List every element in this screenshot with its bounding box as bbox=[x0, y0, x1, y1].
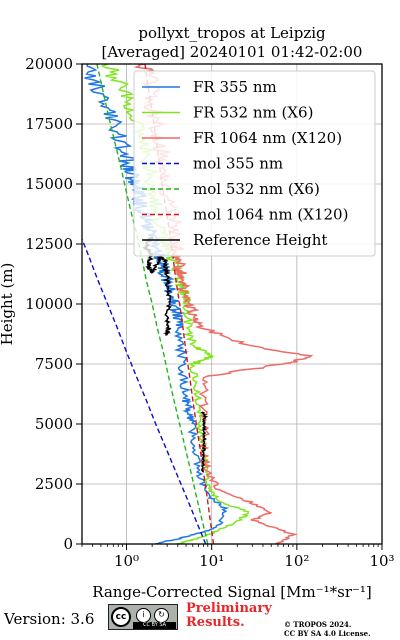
preliminary-line1: Preliminary bbox=[186, 601, 272, 616]
copyright-line2: CC BY SA 4.0 License. bbox=[284, 629, 371, 638]
cc-icon: cc bbox=[111, 607, 131, 627]
by-icon: i bbox=[136, 608, 151, 623]
y-tick-label: 5000 bbox=[35, 415, 73, 433]
legend-entry: FR 532 nm (X6) bbox=[193, 104, 313, 122]
legend-entry: mol 532 nm (X6) bbox=[193, 180, 320, 198]
x-tick-label: 10¹ bbox=[199, 552, 224, 570]
legend-entry: mol 1064 nm (X120) bbox=[193, 206, 348, 224]
x-axis-label: Range-Corrected Signal [Mm⁻¹*sr⁻¹] bbox=[92, 583, 372, 600]
series-mol-355-nm bbox=[82, 238, 207, 544]
copyright-line1: © TROPOS 2024. bbox=[284, 620, 352, 629]
lidar-chart: pollyxt_tropos at Leipzig [Averaged] 202… bbox=[0, 24, 395, 600]
copyright-notice: © TROPOS 2024. CC BY SA 4.0 License. bbox=[284, 620, 371, 638]
chart-title: pollyxt_tropos at Leipzig bbox=[138, 24, 326, 42]
y-tick-label: 2500 bbox=[35, 475, 73, 493]
series-reference-height-segment bbox=[200, 411, 209, 473]
series-mol-532-nm-x6 bbox=[96, 64, 209, 544]
y-tick-label: 0 bbox=[63, 535, 73, 553]
y-tick-label: 15000 bbox=[25, 175, 73, 193]
series-fr-355-nm bbox=[84, 64, 230, 544]
legend-entry: FR 1064 nm (X120) bbox=[193, 129, 342, 147]
legend-entry: FR 355 nm bbox=[193, 78, 277, 96]
cc-badge-label: CC BY SA bbox=[133, 622, 176, 629]
cc-license-badge: cc i ↻ CC BY SA bbox=[108, 604, 178, 630]
legend-box bbox=[133, 70, 376, 257]
y-axis-label: Height (m) bbox=[0, 263, 16, 346]
x-tick-label: 10⁰ bbox=[114, 552, 139, 570]
y-tick-label: 17500 bbox=[25, 115, 73, 133]
preliminary-notice: Preliminary Results. bbox=[186, 602, 272, 630]
x-tick-label: 10² bbox=[284, 552, 309, 570]
sa-icon: ↻ bbox=[154, 608, 169, 623]
chart-subtitle: [Averaged] 20240101 01:42-02:00 bbox=[102, 43, 363, 61]
version-label: Version: 3.6 bbox=[4, 610, 95, 628]
y-tick-label: 10000 bbox=[25, 295, 73, 313]
legend-entry: Reference Height bbox=[193, 231, 327, 249]
ticks: 10⁰ 10¹ 10² 10³ 0 2500 5000 7500 10000 12500 15000… bbox=[25, 55, 394, 570]
y-tick-label: 20000 bbox=[25, 55, 73, 73]
y-tick-label: 7500 bbox=[35, 355, 73, 373]
x-tick-label: 10³ bbox=[369, 552, 394, 570]
y-tick-label: 12500 bbox=[25, 235, 73, 253]
preliminary-line2: Results. bbox=[186, 615, 245, 630]
legend: FR 355 nm FR 532 nm (X6) FR 1064 nm (X120)… bbox=[133, 70, 376, 257]
legend-entry: mol 355 nm bbox=[193, 155, 283, 173]
